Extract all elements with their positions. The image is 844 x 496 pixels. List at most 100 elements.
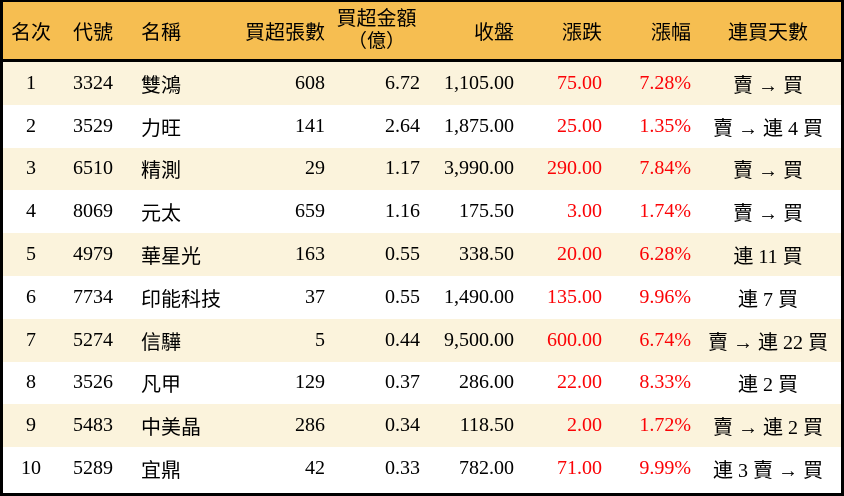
cell-streak: 賣 → 買: [733, 203, 803, 226]
header-change: 漲跌: [562, 22, 602, 44]
cell-close: 175.50: [459, 200, 514, 223]
cell-name: 印能科技: [141, 288, 221, 311]
cell-code: 7734: [73, 285, 113, 308]
cell-streak: 連 2 買: [738, 374, 798, 397]
cell-streak: 連 3 賣 → 買: [713, 460, 823, 483]
cell-amount: 1.16: [385, 200, 420, 223]
cell-close: 3,990.00: [444, 157, 514, 180]
cell-streak: 賣 → 連 2 買: [713, 417, 823, 440]
table-row: 2 3529 力旺 141 2.64 1,875.00 25.00 1.35% …: [3, 104, 841, 148]
cell-amount: 0.44: [385, 328, 420, 351]
cell-change: 3.00: [567, 200, 602, 223]
cell-rank: 2: [26, 114, 36, 137]
cell-code: 3529: [73, 114, 113, 137]
header-streak: 連買天數: [728, 22, 808, 44]
table-row: 5 4979 華星光 163 0.55 338.50 20.00 6.28% 連…: [3, 233, 841, 276]
cell-change-pct: 9.96%: [639, 285, 691, 308]
cell-change: 2.00: [567, 414, 602, 437]
table-row: 6 7734 印能科技 37 0.55 1,490.00 135.00 9.96…: [3, 275, 841, 319]
cell-change-pct: 9.99%: [639, 457, 691, 480]
cell-change: 75.00: [557, 71, 602, 94]
header-amount: 買超金額 （億）: [329, 8, 424, 53]
cell-code: 5483: [73, 414, 113, 437]
cell-volume: 286: [295, 414, 325, 437]
cell-close: 1,875.00: [444, 114, 514, 137]
cell-change: 600.00: [547, 328, 602, 351]
table-row: 4 8069 元太 659 1.16 175.50 3.00 1.74% 賣 →…: [3, 190, 841, 234]
cell-name: 宜鼎: [141, 460, 181, 483]
cell-streak: 賣 → 連 22 買: [708, 331, 828, 354]
header-amount-line1: 買超金額: [336, 8, 417, 31]
cell-change: 135.00: [547, 285, 602, 308]
header-code: 代號: [73, 22, 113, 44]
cell-volume: 659: [295, 200, 325, 223]
cell-code: 4979: [73, 243, 113, 266]
cell-close: 782.00: [459, 457, 514, 480]
table-row: 10 5289 宜鼎 42 0.33 782.00 71.00 9.99% 連 …: [3, 447, 841, 490]
cell-close: 286.00: [459, 371, 514, 394]
table-row: 3 6510 精測 29 1.17 3,990.00 290.00 7.84% …: [3, 147, 841, 191]
cell-amount: 0.55: [385, 285, 420, 308]
cell-close: 118.50: [459, 414, 514, 437]
cell-streak: 連 11 買: [733, 246, 803, 269]
cell-change-pct: 8.33%: [639, 371, 691, 394]
cell-change-pct: 6.74%: [639, 328, 691, 351]
cell-volume: 29: [305, 157, 325, 180]
cell-code: 8069: [73, 200, 113, 223]
cell-name: 信驊: [141, 331, 181, 354]
cell-amount: 0.37: [385, 371, 420, 394]
cell-volume: 5: [315, 328, 325, 351]
table-body: 1 3324 雙鴻 608 6.72 1,105.00 75.00 7.28% …: [3, 62, 841, 493]
cell-rank: 8: [26, 371, 36, 394]
cell-close: 1,490.00: [444, 285, 514, 308]
cell-streak: 賣 → 買: [733, 74, 803, 97]
cell-volume: 129: [295, 371, 325, 394]
table-row: 8 3526 凡甲 129 0.37 286.00 22.00 8.33% 連 …: [3, 361, 841, 405]
cell-name: 元太: [141, 203, 181, 226]
table-header-row: 名次 代號 名稱 買超張數 買超金額 （億） 收盤 漲跌 漲幅 連買天數: [3, 2, 841, 62]
cell-change: 25.00: [557, 114, 602, 137]
cell-code: 3324: [73, 71, 113, 94]
cell-amount: 0.55: [385, 243, 420, 266]
header-amount-line2: （億）: [347, 31, 405, 53]
header-volume: 買超張數: [245, 22, 325, 44]
cell-name: 精測: [141, 160, 181, 183]
header-change-pct: 漲幅: [651, 22, 691, 44]
cell-streak: 賣 → 買: [733, 160, 803, 183]
cell-code: 5289: [73, 457, 113, 480]
cell-streak: 連 7 買: [738, 288, 798, 311]
cell-rank: 3: [26, 157, 36, 180]
table-row: 7 5274 信驊 5 0.44 9,500.00 600.00 6.74% 賣…: [3, 318, 841, 362]
cell-rank: 9: [26, 414, 36, 437]
cell-amount: 2.64: [385, 114, 420, 137]
cell-volume: 42: [305, 457, 325, 480]
cell-change-pct: 1.72%: [639, 414, 691, 437]
cell-change-pct: 1.35%: [639, 114, 691, 137]
cell-close: 1,105.00: [444, 71, 514, 94]
cell-rank: 4: [26, 200, 36, 223]
header-name: 名稱: [141, 22, 181, 44]
cell-code: 3526: [73, 371, 113, 394]
cell-rank: 1: [26, 71, 36, 94]
cell-rank: 10: [21, 457, 41, 480]
cell-volume: 141: [295, 114, 325, 137]
cell-change: 71.00: [557, 457, 602, 480]
header-rank: 名次: [11, 22, 51, 44]
cell-name: 中美晶: [141, 417, 201, 440]
table-row: 9 5483 中美晶 286 0.34 118.50 2.00 1.72% 賣 …: [3, 404, 841, 448]
cell-name: 雙鴻: [141, 74, 181, 97]
header-close: 收盤: [474, 22, 514, 44]
cell-streak: 賣 → 連 4 買: [713, 117, 823, 140]
cell-amount: 6.72: [385, 71, 420, 94]
cell-volume: 37: [305, 285, 325, 308]
cell-change-pct: 7.28%: [639, 71, 691, 94]
cell-change: 22.00: [557, 371, 602, 394]
cell-close: 338.50: [459, 243, 514, 266]
cell-name: 力旺: [141, 117, 181, 140]
cell-rank: 5: [26, 243, 36, 266]
cell-close: 9,500.00: [444, 328, 514, 351]
cell-change-pct: 6.28%: [639, 243, 691, 266]
cell-volume: 163: [295, 243, 325, 266]
cell-rank: 6: [26, 285, 36, 308]
